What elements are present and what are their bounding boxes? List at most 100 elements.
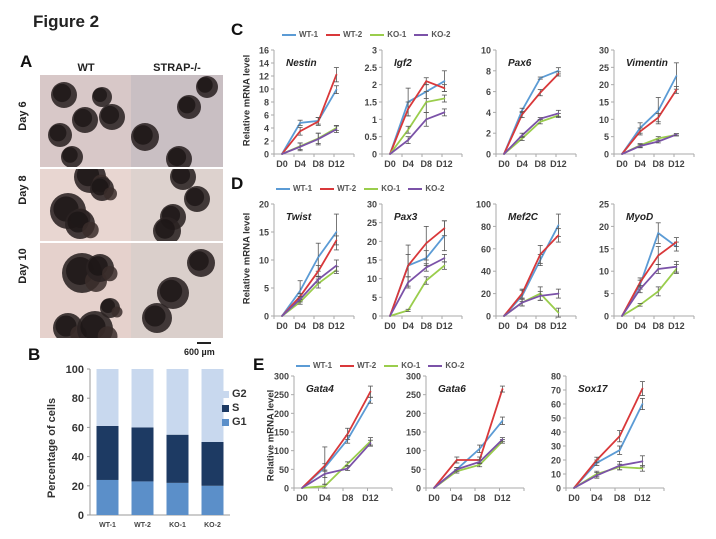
series-line-ko-2: [433, 438, 504, 489]
y-tick-label: 60: [551, 400, 561, 410]
data-point: [573, 487, 575, 489]
y-tick-label: 40: [551, 428, 561, 438]
y-tick-label: 0: [556, 484, 561, 494]
data-point: [539, 91, 542, 94]
series-line-wt-1: [503, 224, 560, 317]
y-tick-label: 0: [264, 312, 269, 322]
y-tick-label: 0: [604, 150, 609, 160]
x-tick-label: D12: [550, 159, 567, 169]
data-point: [323, 472, 326, 475]
chart-title: Twist: [286, 212, 312, 223]
legend-item-ko1: KO-1: [384, 361, 420, 370]
data-point: [657, 137, 660, 140]
chart-vimentin: 0 5 10 15 20 25 30 D0 D4 D8 D12 Vimentin: [599, 46, 695, 169]
x-tick-label: D0: [616, 159, 628, 169]
x-tick-label: D8: [342, 493, 354, 503]
series-line-ko-2: [281, 128, 337, 155]
legend-label-wt1: WT-1: [293, 184, 313, 193]
data-point: [539, 117, 542, 120]
y-tick-label: 25: [599, 200, 609, 210]
embryoid-body-core: [93, 88, 107, 102]
legend-item-ko2: KO-2: [408, 184, 444, 193]
x-tick-label: D8: [614, 493, 626, 503]
legend-panel-c: WT-1 WT-2 KO-1 KO-2: [282, 30, 450, 39]
series-line-wt-2: [503, 234, 560, 317]
micrograph-wt-day-10: [40, 243, 132, 338]
legend-label-s: S: [232, 402, 240, 414]
y-tick-label: 200: [406, 409, 421, 419]
y-tick-label: 150: [274, 428, 289, 438]
embryoid-body-core: [100, 105, 120, 125]
data-point: [657, 109, 660, 112]
y-tick-label: 5: [372, 293, 377, 303]
x-tick-label: KO-2: [204, 522, 221, 529]
data-point: [639, 145, 642, 147]
x-tick-label: D8: [421, 159, 433, 169]
legend-label-ko2: KO-2: [431, 30, 451, 39]
data-point: [443, 111, 446, 114]
data-point: [317, 138, 320, 140]
y-tick-label: 8: [264, 98, 269, 108]
y-tick-label: 20: [259, 200, 269, 210]
micrograph-strap-ko-day-8: [131, 169, 223, 241]
data-point: [299, 130, 302, 133]
x-tick-label: D4: [402, 159, 414, 169]
embryoid-body-core: [73, 108, 93, 128]
embryoid-body-core: [155, 219, 175, 239]
data-point: [369, 442, 372, 445]
column-label-wt: WT: [77, 62, 95, 74]
data-point: [639, 281, 642, 284]
data-point: [641, 460, 644, 463]
embryoid-body-lobe: [97, 326, 118, 338]
data-point: [346, 432, 349, 435]
chart-title: Mef2C: [508, 212, 539, 223]
legend-label-wt1: WT-1: [313, 361, 333, 370]
y-tick-label: 300: [406, 372, 421, 382]
chart-title: Gata6: [438, 384, 466, 395]
series-line-ko-1: [389, 97, 445, 155]
micrograph-image: [142, 249, 215, 333]
legend-swatch-wt2: [326, 33, 341, 36]
data-point: [595, 474, 598, 477]
legend-item-ko2: KO-2: [428, 361, 464, 370]
micrograph-strap-ko-day-6: [131, 75, 223, 167]
chart-title: Pax6: [508, 58, 532, 69]
x-tick-label: D4: [451, 493, 463, 503]
figure-title: Figure 2: [33, 12, 100, 31]
y-tick-label: 0: [372, 150, 377, 160]
data-point: [657, 290, 660, 293]
y-tick-label: 10: [599, 115, 609, 125]
legend-swatch-ko2: [414, 33, 429, 36]
y-tick-label: 100: [274, 446, 289, 456]
data-point: [539, 77, 542, 79]
panel-label-c: C: [231, 20, 244, 39]
series-line-ko-2: [621, 133, 677, 155]
y-tick-label: 2: [264, 137, 269, 147]
series-line-wt-2: [573, 388, 644, 489]
x-tick-label: D0: [384, 159, 396, 169]
y-tick-label: 10: [551, 470, 561, 480]
data-point: [389, 153, 391, 155]
data-point: [317, 270, 320, 273]
data-point: [618, 464, 621, 467]
x-tick-label: D12: [436, 321, 453, 331]
y-tick-label: 1.5: [364, 98, 377, 108]
legend-swatch-ko2: [408, 187, 423, 190]
data-point: [443, 264, 446, 267]
y-tick-label: 15: [599, 244, 609, 254]
data-point: [641, 403, 644, 405]
data-point: [478, 463, 481, 466]
x-tick-label: D4: [319, 493, 331, 503]
micrograph-wt-day-8: [40, 169, 132, 241]
y-tick-label: 100: [476, 200, 491, 210]
legend-swatch-ko1: [384, 364, 399, 367]
data-point: [641, 467, 644, 470]
micrograph-image: [131, 76, 218, 167]
legend-label-ko2: KO-2: [445, 361, 465, 370]
data-point: [407, 139, 410, 142]
data-point: [299, 145, 302, 148]
data-point: [443, 87, 446, 90]
embryoid-body-core: [52, 83, 72, 103]
bar-segment-g2: [201, 369, 224, 442]
data-point: [335, 73, 338, 76]
